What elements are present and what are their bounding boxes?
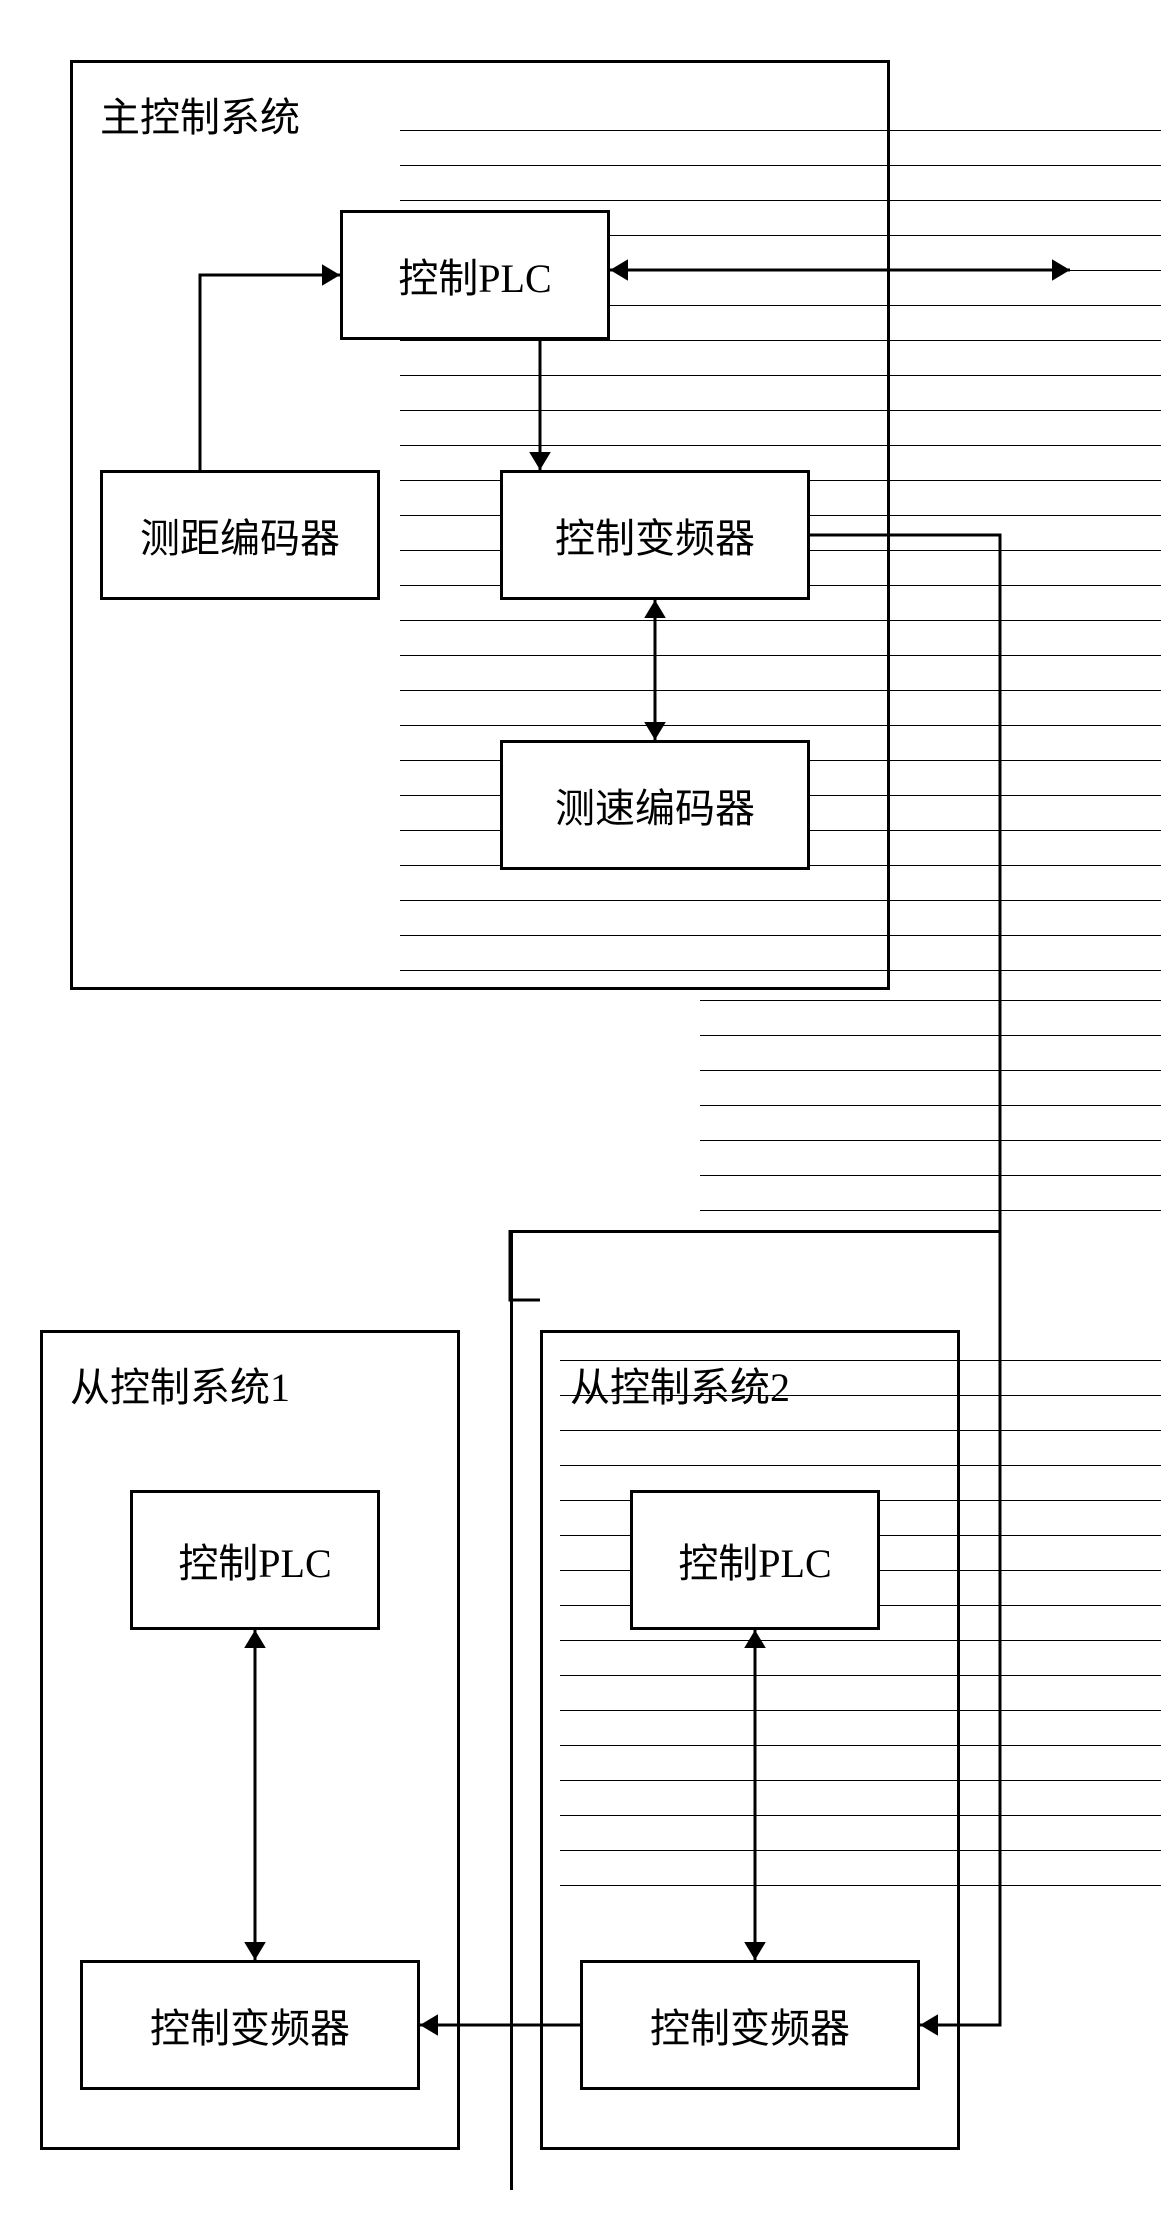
- node-label: 测距编码器: [140, 506, 340, 564]
- frame-master-title: 主控制系统: [100, 85, 300, 143]
- diagram-canvas: 主控制系统 从控制系统1 从控制系统2 控制PLC 测距编码器 控制变频器 测速…: [0, 0, 1161, 2231]
- frame-slave2-title: 从控制系统2: [570, 1355, 790, 1413]
- node-slave2-plc: 控制PLC: [630, 1490, 880, 1630]
- node-label: 控制PLC: [178, 1531, 331, 1589]
- node-slave2-vfd: 控制变频器: [580, 1960, 920, 2090]
- node-label: 控制变频器: [650, 1996, 850, 2054]
- node-label: 测速编码器: [555, 776, 755, 834]
- frame-slave1-title: 从控制系统1: [70, 1355, 290, 1413]
- node-label: 控制PLC: [398, 246, 551, 304]
- node-label: 控制变频器: [150, 1996, 350, 2054]
- node-label: 控制变频器: [555, 506, 755, 564]
- node-master-vfd: 控制变频器: [500, 470, 810, 600]
- node-master-dist-encoder: 测距编码器: [100, 470, 380, 600]
- node-master-speed-encoder: 测速编码器: [500, 740, 810, 870]
- node-slave1-vfd: 控制变频器: [80, 1960, 420, 2090]
- node-master-plc: 控制PLC: [340, 210, 610, 340]
- node-label: 控制PLC: [678, 1531, 831, 1589]
- node-slave1-plc: 控制PLC: [130, 1490, 380, 1630]
